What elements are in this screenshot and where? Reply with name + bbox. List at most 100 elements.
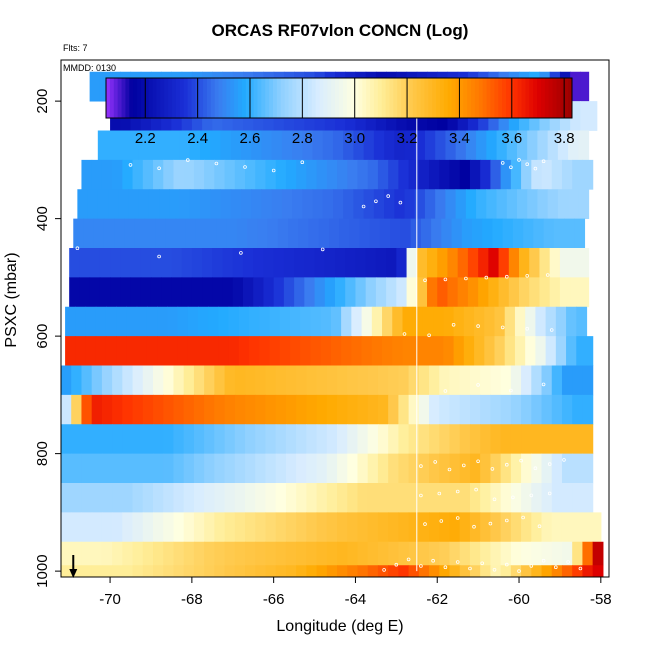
heatmap-cell: [496, 189, 508, 220]
heatmap-cell: [582, 424, 594, 455]
heatmap-cell: [122, 453, 134, 484]
heatmap-cell: [541, 483, 553, 513]
colorbar-segment: [471, 78, 476, 118]
heatmap-cell: [506, 189, 518, 220]
colorbar-segment: [125, 78, 130, 118]
heatmap-cell: [357, 365, 369, 396]
heatmap-cell: [531, 483, 543, 513]
heatmap-cell: [500, 565, 512, 578]
heatmap-cell: [408, 541, 420, 566]
track-point: [455, 560, 460, 564]
heatmap-cell: [71, 424, 83, 455]
heatmap-cell: [433, 336, 444, 366]
heatmap-cell: [439, 483, 451, 513]
heatmap-cell: [195, 218, 207, 249]
heatmap-cell: [177, 306, 189, 337]
colorbar-frame: [105, 77, 573, 119]
heatmap-cell: [541, 512, 553, 543]
heatmap-cell: [204, 541, 215, 566]
colorbar-segment: [505, 78, 511, 118]
colorbar-segment: [210, 78, 216, 118]
heatmap-cell: [557, 130, 569, 161]
heatmap-cell: [71, 512, 83, 543]
heatmap-cell: [161, 277, 173, 308]
heatmap-cell: [429, 394, 440, 425]
heatmap-cell: [306, 159, 318, 190]
heatmap-cell: [465, 189, 477, 220]
heatmap-cell: [116, 306, 128, 337]
track-point: [476, 459, 480, 464]
heatmap-cell: [422, 306, 434, 337]
heatmap-cell: [539, 277, 551, 308]
heatmap-cell: [193, 159, 205, 190]
heatmap-cell: [457, 248, 469, 278]
heatmap-cell: [163, 159, 175, 190]
track-point: [361, 204, 366, 209]
heatmap-cell: [91, 565, 103, 578]
heatmap-cell: [398, 512, 410, 543]
heatmap-cell: [416, 248, 428, 278]
colorbar-segment: [144, 78, 150, 118]
heatmap-cell: [285, 453, 297, 484]
heatmap-cell: [439, 424, 451, 455]
track-point: [525, 326, 529, 331]
heatmap-cell: [222, 248, 234, 278]
colorbar-segment: [408, 78, 414, 118]
heatmap-cell: [551, 424, 563, 455]
heatmap-cell: [326, 159, 338, 190]
colorbar-segment: [253, 78, 258, 118]
heatmap-cell: [459, 159, 471, 190]
heatmap-cell: [110, 277, 121, 308]
heatmap-cell: [259, 306, 271, 337]
heatmap-cell: [242, 248, 254, 278]
colorbar-segment: [284, 78, 290, 118]
heatmap-cell: [449, 424, 461, 455]
heatmap-cell: [529, 248, 541, 278]
colorbar-segment: [443, 78, 449, 118]
heatmap-cell: [404, 130, 416, 161]
colorbar-segment: [412, 78, 418, 118]
heatmap-cell: [93, 218, 105, 249]
heatmap-cell: [273, 248, 285, 278]
heatmap-cell: [163, 394, 175, 425]
colorbar-tick-label: 3.4: [449, 130, 470, 147]
heatmap-cell: [377, 394, 389, 425]
track-point: [443, 277, 448, 282]
heatmap-cell: [408, 453, 420, 484]
colorbar-segment: [214, 78, 220, 118]
colorbar-segment: [245, 78, 251, 118]
heatmap-cell: [285, 365, 297, 396]
colorbar-segment: [389, 78, 394, 118]
heatmap-cell: [533, 218, 545, 249]
colorbar-segment: [548, 78, 554, 118]
heatmap-cell: [510, 565, 522, 578]
heatmap-cell: [183, 424, 195, 455]
heatmap-cell: [163, 453, 175, 484]
heatmap-cell: [500, 365, 512, 396]
heatmap-cell: [459, 483, 471, 513]
heatmap-cell: [126, 336, 138, 366]
heatmap-cell: [394, 130, 406, 161]
heatmap-cell: [224, 541, 236, 566]
heatmap-cell: [408, 365, 420, 396]
track-point: [382, 568, 386, 572]
heatmap-cell: [408, 483, 420, 513]
heatmap-cell: [357, 159, 369, 190]
heatmap-cell: [281, 130, 293, 161]
track-point: [439, 519, 444, 523]
heatmap-cell: [572, 424, 584, 455]
arrow-marker: [69, 555, 78, 578]
heatmap-cell: [431, 218, 442, 249]
heatmap-cell: [576, 306, 588, 337]
heatmap-cell: [541, 394, 553, 425]
heatmap-cell: [99, 71, 111, 102]
x-tick-label: -66: [263, 591, 285, 608]
heatmap-cell: [388, 483, 399, 513]
heatmap-cell: [200, 189, 211, 220]
heatmap-cell: [265, 394, 277, 425]
colorbar-segment: [272, 78, 278, 118]
heatmap-cell: [461, 218, 473, 249]
track-point: [320, 247, 325, 252]
heatmap-cell: [157, 306, 168, 337]
